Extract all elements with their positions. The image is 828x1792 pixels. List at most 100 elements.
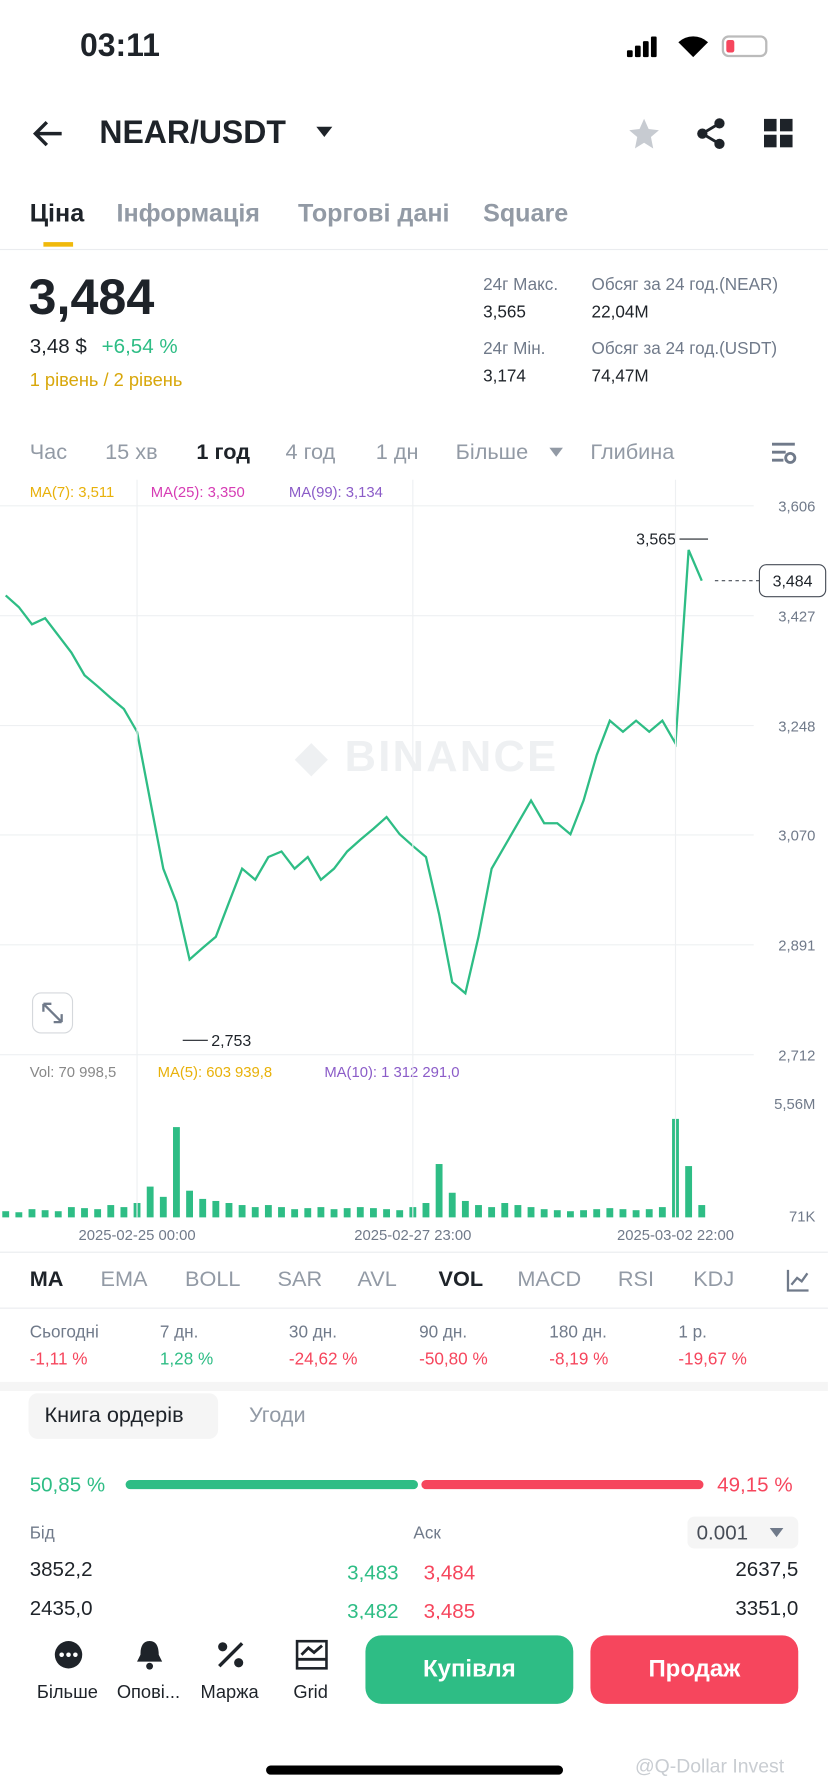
volume-bar [28, 1209, 36, 1218]
margin-icon[interactable] [216, 1640, 246, 1670]
volume-bar [435, 1164, 443, 1218]
indicator-label: MA(25): 3,350 [151, 485, 245, 501]
volume-bar [593, 1209, 601, 1218]
volume-bar [698, 1205, 706, 1218]
more-icon[interactable] [54, 1640, 84, 1670]
bid-price: 3,482 [347, 1599, 399, 1623]
divider [0, 1251, 828, 1253]
interval[interactable]: 1 год [196, 440, 251, 465]
wifi-icon [678, 36, 709, 58]
interval[interactable]: Час [29, 440, 68, 465]
tab[interactable]: Ціна [29, 198, 85, 228]
y-tick-label: 3,070 [778, 829, 815, 845]
period-label: 1 р. [678, 1322, 707, 1342]
indicator-tab[interactable]: AVL [357, 1267, 397, 1292]
grid-button[interactable] [763, 118, 794, 149]
more-dropdown[interactable] [549, 447, 564, 458]
volume-bar [304, 1208, 312, 1218]
volume-bar [278, 1207, 285, 1218]
volume-bar [606, 1208, 614, 1218]
indicator-tab[interactable]: EMA [100, 1267, 148, 1292]
indicator-label: MA(7): 3,511 [30, 485, 115, 501]
indicator-tab[interactable]: RSI [617, 1267, 655, 1292]
favorite-button[interactable] [627, 116, 661, 150]
volume-bar [370, 1208, 377, 1218]
nav-label[interactable]: Опові... [116, 1683, 181, 1703]
pair-dropdown[interactable] [315, 126, 333, 140]
indicator-settings[interactable] [786, 1268, 811, 1293]
volume-bar [330, 1209, 338, 1218]
interval[interactable]: 1 дн [375, 440, 419, 465]
indicator-tab[interactable]: VOL [438, 1267, 484, 1292]
divider [0, 248, 828, 251]
price-change: +6,54 % [101, 334, 178, 358]
ask-qty: 3351,0 [735, 1596, 799, 1620]
bid-qty: 2435,0 [29, 1596, 93, 1620]
interval[interactable]: Глибина [590, 440, 675, 465]
indicator-tab[interactable]: KDJ [693, 1267, 735, 1292]
precision-value[interactable]: 0.001 [696, 1521, 749, 1544]
volume-bar [448, 1192, 456, 1218]
y-tick-label: 3,427 [778, 609, 815, 625]
last-price-label: 3,484 [773, 573, 813, 590]
volume-bar [488, 1207, 496, 1218]
bid-price: 3,483 [347, 1561, 399, 1584]
tab[interactable]: Торгові дані [298, 198, 450, 228]
trades-tab[interactable]: Угоди [248, 1403, 306, 1428]
volume-bar [173, 1127, 180, 1218]
period-change: -19,67 % [678, 1349, 747, 1370]
price-chart: 3,606 3,427 3,248 3,070 2,891 2,712 MA(7): 3,5… [0, 479, 827, 1244]
ask-qty: 2637,5 [735, 1557, 799, 1581]
volume-bar [540, 1209, 548, 1218]
nav-label[interactable]: Більше [36, 1683, 98, 1703]
high-label: 3,565 [636, 532, 676, 549]
volume-bar [199, 1198, 207, 1218]
ratio-bar [125, 1480, 704, 1490]
nav-label[interactable]: Маржа [200, 1683, 259, 1703]
indicator-tab[interactable]: MA [29, 1267, 64, 1292]
stat-value: 3,174 [483, 366, 526, 386]
sell-button[interactable]: Продаж [590, 1635, 799, 1704]
levels-link[interactable]: 1 рівень / 2 рівень [29, 371, 183, 391]
volume-bar [501, 1203, 509, 1218]
pair-title[interactable]: NEAR/USDT [99, 114, 286, 150]
volume-bar [527, 1207, 535, 1218]
buy-button[interactable]: Купівля [365, 1635, 574, 1704]
chart-settings[interactable] [770, 441, 797, 466]
volume-bar [356, 1207, 364, 1218]
interval[interactable]: 15 хв [105, 440, 158, 465]
volume-bar [120, 1207, 128, 1218]
period-change: -1,11 % [29, 1349, 88, 1370]
volume-bar [238, 1205, 246, 1218]
indicator-tab[interactable]: BOLL [185, 1267, 241, 1292]
bid-header: Бід [29, 1523, 55, 1543]
buy-ratio-label: 50,85 % [29, 1473, 106, 1497]
volume-bar [264, 1205, 272, 1218]
sell-ratio-bar [421, 1480, 704, 1490]
period-change: 1,28 % [159, 1349, 214, 1370]
volume-bar [54, 1211, 62, 1218]
volume-bar [291, 1209, 299, 1218]
interval[interactable]: 4 год [285, 440, 336, 465]
tab[interactable]: Інформація [116, 198, 260, 228]
period-label: 7 дн. [159, 1322, 199, 1342]
interval[interactable]: Більше [455, 440, 529, 465]
indicator-tab[interactable]: MACD [517, 1267, 582, 1292]
period-label: Сьогодні [29, 1322, 99, 1342]
grid-icon[interactable] [295, 1639, 328, 1670]
precision-dropdown[interactable] [769, 1527, 784, 1538]
stat-value: 22,04M [591, 302, 649, 323]
period-change: -50,80 % [419, 1349, 488, 1370]
tab[interactable]: Square [483, 198, 569, 228]
nav-label[interactable]: Grid [293, 1683, 328, 1703]
back-button[interactable] [32, 119, 64, 149]
order-book-tab[interactable]: Книга ордерів [44, 1403, 184, 1428]
volume-bar [658, 1207, 666, 1218]
volume-bar [159, 1196, 167, 1218]
share-button[interactable] [694, 116, 728, 150]
y-tick-label: 3,248 [778, 719, 815, 735]
expand-button[interactable] [31, 992, 74, 1034]
indicator-tab[interactable]: SAR [277, 1267, 323, 1292]
volume-bar [514, 1205, 522, 1218]
alert-icon[interactable] [135, 1639, 165, 1671]
